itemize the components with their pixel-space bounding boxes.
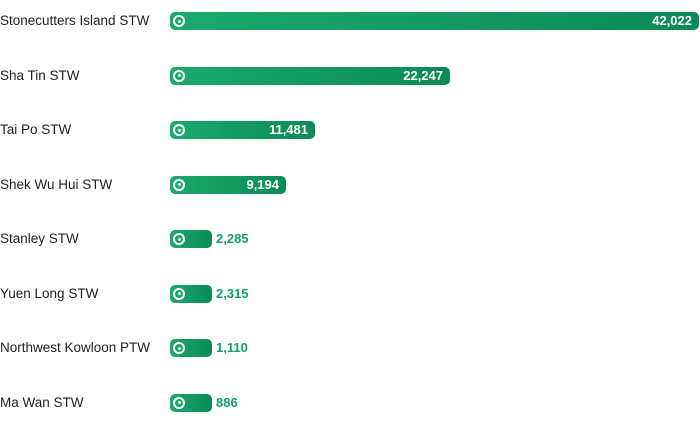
target-circle-icon <box>173 15 185 27</box>
category-label: Tai Po STW <box>0 122 72 137</box>
bar <box>170 284 212 303</box>
bar-row: Sha Tin STW 22,247 <box>0 66 700 86</box>
target-circle-icon <box>173 69 185 82</box>
target-center-dot <box>177 128 181 132</box>
target-center-dot <box>177 292 181 295</box>
value-label: 42,022 <box>652 13 692 28</box>
target-circle-icon <box>173 178 185 191</box>
target-center-dot <box>177 19 181 23</box>
target-circle-icon <box>173 233 185 245</box>
category-label: Sha Tin STW <box>0 67 80 83</box>
bar-row: Stanley STW 2,285 <box>0 229 700 249</box>
target-circle-icon <box>173 287 185 300</box>
bar <box>170 12 699 30</box>
category-label: Northwest Kowloon PTW <box>0 340 151 355</box>
category-label: Yuen Long STW <box>0 285 99 301</box>
target-center-dot <box>177 346 181 350</box>
bar-row: Stonecutters Island STW 42,022 <box>0 11 700 31</box>
category-label: Ma Wan STW <box>0 394 84 410</box>
category-label: Stonecutters Island STW <box>0 13 150 28</box>
category-label: Shek Wu Hui STW <box>0 176 113 192</box>
bar-row: Northwest Kowloon PTW 1,110 <box>0 338 700 358</box>
bar <box>170 339 212 357</box>
value-label: 2,285 <box>216 231 249 246</box>
bar <box>170 175 286 194</box>
bar <box>170 121 315 139</box>
value-label: 22,247 <box>403 67 443 83</box>
bar <box>170 393 212 412</box>
value-label: 1,110 <box>216 340 248 355</box>
category-label: Stanley STW <box>0 231 79 246</box>
bar <box>170 66 450 85</box>
target-circle-icon <box>173 342 185 354</box>
value-label: 2,315 <box>216 285 249 301</box>
bar-row: Tai Po STW 11,481 <box>0 120 700 140</box>
bar <box>170 230 212 248</box>
target-center-dot <box>177 237 181 241</box>
bar-row: Ma Wan STW 886 <box>0 393 700 413</box>
value-label: 886 <box>216 394 238 410</box>
target-circle-icon <box>173 124 185 136</box>
value-label: 9,194 <box>246 176 279 192</box>
target-center-dot <box>177 74 181 77</box>
target-circle-icon <box>173 396 185 409</box>
bar-row: Shek Wu Hui STW 9,194 <box>0 175 700 195</box>
target-center-dot <box>177 183 181 186</box>
bar-row: Yuen Long STW 2,315 <box>0 284 700 304</box>
target-center-dot <box>177 401 181 404</box>
value-label: 11,481 <box>268 122 308 137</box>
